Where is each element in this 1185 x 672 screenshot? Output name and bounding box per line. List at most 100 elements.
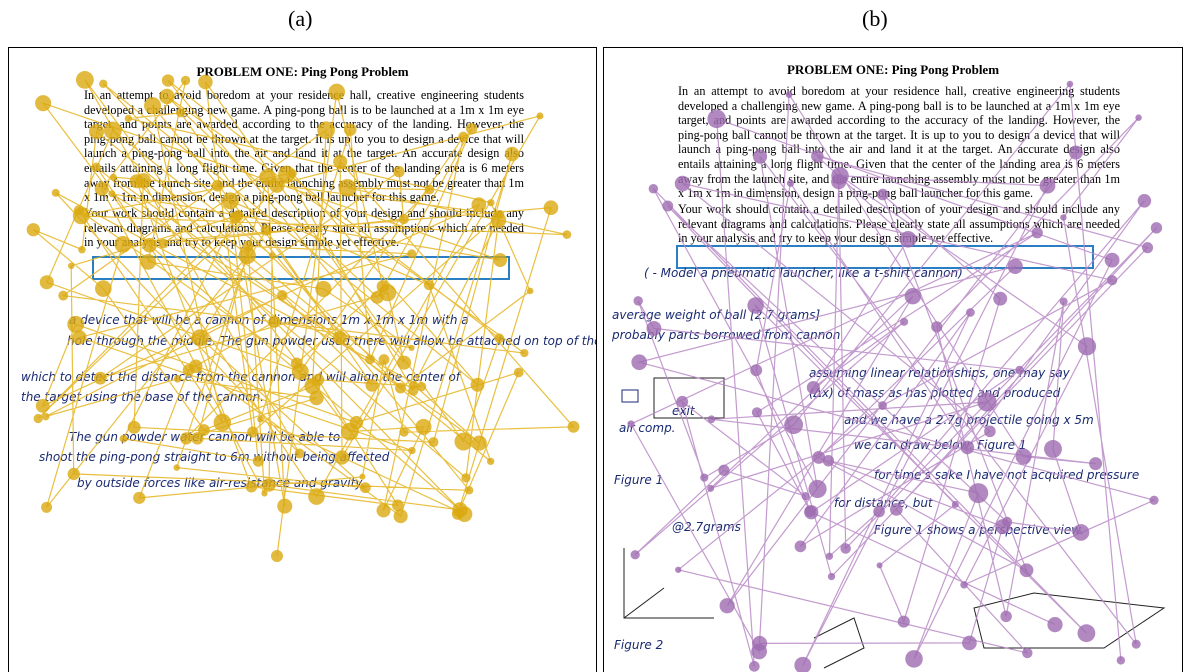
fixation — [905, 650, 923, 668]
fixation — [95, 182, 109, 196]
fixation — [1073, 524, 1090, 541]
fixation — [68, 468, 80, 480]
fixation — [808, 480, 826, 498]
fixation — [472, 435, 487, 450]
fixation — [27, 223, 40, 236]
saccade-path — [33, 80, 573, 556]
fixation — [1078, 624, 1096, 642]
fixation — [784, 415, 803, 434]
fixation — [563, 230, 572, 239]
fixation — [1015, 366, 1024, 375]
fixation — [247, 426, 258, 437]
fixation — [1149, 496, 1158, 505]
fixation — [341, 423, 359, 441]
fixation — [295, 449, 305, 459]
fixation — [1105, 253, 1120, 268]
fixation — [544, 200, 559, 215]
fixation — [962, 636, 977, 651]
fixation — [977, 392, 996, 411]
fixation — [707, 109, 726, 128]
fixation — [333, 155, 347, 169]
fixation — [108, 190, 115, 197]
fixation — [873, 506, 885, 518]
fixation — [36, 399, 50, 413]
fixation — [452, 502, 467, 517]
gaze-overlay — [9, 48, 596, 672]
fixation — [831, 167, 849, 185]
fixation — [394, 509, 408, 523]
fixation — [125, 115, 132, 122]
fixation — [1132, 640, 1141, 649]
fixation — [1069, 146, 1083, 160]
fixation — [144, 97, 161, 114]
fixation — [74, 205, 84, 215]
fixation — [675, 176, 691, 192]
fixation — [890, 503, 903, 516]
fixation — [1151, 222, 1162, 233]
fixation — [133, 492, 145, 504]
fixation — [41, 502, 52, 513]
fixation — [458, 132, 468, 142]
fixation — [67, 316, 84, 333]
fixation — [410, 381, 418, 389]
fixation — [261, 224, 272, 235]
fixation — [752, 407, 762, 417]
fixation — [828, 573, 835, 580]
fixation — [1020, 563, 1034, 577]
fixation — [633, 296, 642, 305]
fixation — [174, 375, 182, 383]
fixation — [993, 292, 1007, 306]
fixation — [181, 76, 190, 85]
fixation — [344, 123, 357, 136]
fixation — [408, 447, 415, 454]
fixation — [180, 432, 192, 444]
panel: PROBLEM ONE: Ping Pong Problem In an att… — [8, 47, 597, 672]
fixation — [371, 291, 384, 304]
fixation — [700, 473, 708, 481]
fixation — [786, 91, 793, 98]
fixation — [966, 308, 975, 317]
fixation — [787, 180, 794, 187]
fixation — [1089, 457, 1102, 470]
fixation — [718, 465, 729, 476]
fixation — [130, 174, 144, 188]
fixation — [794, 657, 811, 672]
fixation — [1117, 656, 1125, 664]
fixation — [395, 383, 406, 394]
fixation — [315, 281, 331, 297]
fixation — [647, 321, 662, 336]
fixation — [128, 421, 141, 434]
fixation — [277, 290, 287, 300]
fixation — [92, 162, 101, 171]
fixation — [142, 238, 157, 253]
fixation — [1016, 449, 1032, 465]
fixation — [1022, 648, 1032, 658]
fixation — [68, 263, 75, 270]
fixation — [749, 661, 760, 672]
fixation — [995, 519, 1010, 534]
fixation — [212, 180, 224, 192]
fixation — [505, 147, 519, 161]
fixation — [376, 503, 390, 517]
fixation — [675, 567, 681, 573]
fixation — [905, 288, 921, 304]
fixation — [198, 75, 213, 90]
fixation — [487, 458, 494, 465]
fixation — [649, 184, 658, 193]
fixation — [379, 354, 390, 365]
fixation — [192, 329, 209, 346]
fixation — [399, 214, 409, 224]
fixation — [417, 382, 426, 391]
fixation — [676, 396, 688, 408]
fixation — [338, 179, 356, 197]
fixation — [159, 89, 174, 104]
fixation — [94, 372, 107, 385]
fixation — [99, 80, 107, 88]
fixation — [89, 124, 104, 139]
fixation — [76, 71, 94, 89]
fixation — [52, 189, 60, 197]
fixation — [984, 426, 996, 438]
fixation — [960, 581, 967, 588]
fixation — [246, 481, 258, 493]
fixation — [753, 149, 767, 163]
